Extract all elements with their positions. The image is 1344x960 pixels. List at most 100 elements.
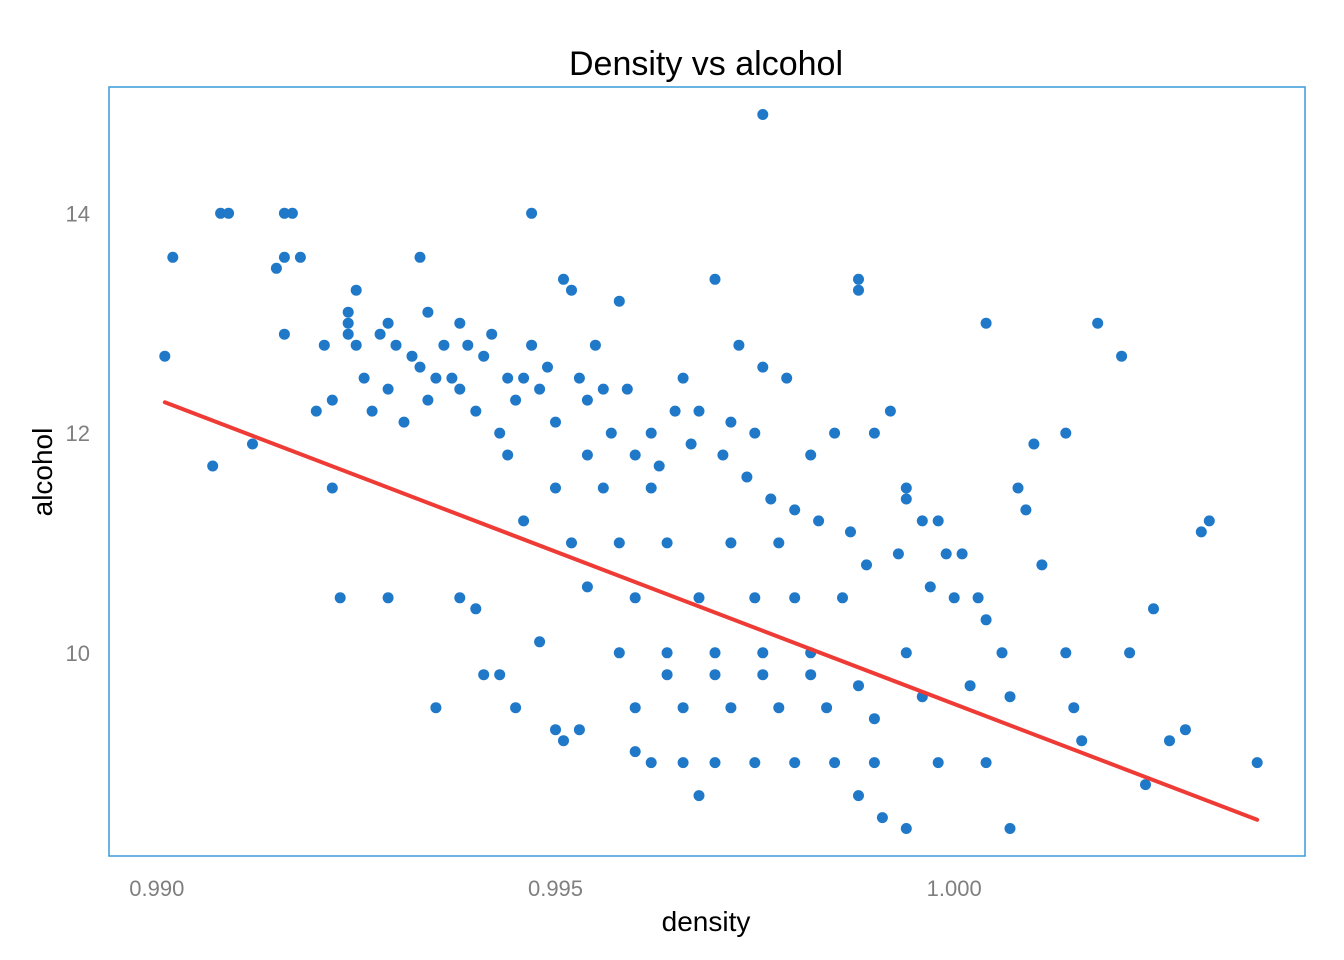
data-point <box>430 372 442 384</box>
data-point <box>494 427 506 439</box>
data-point <box>478 350 490 362</box>
data-point <box>278 207 290 219</box>
data-point <box>773 702 785 714</box>
data-point <box>709 669 721 681</box>
data-point <box>645 757 657 769</box>
data-point <box>398 416 410 428</box>
data-point <box>653 460 665 472</box>
data-point <box>382 592 394 604</box>
data-point <box>1164 735 1175 747</box>
data-point <box>422 394 434 406</box>
data-point <box>677 372 689 384</box>
data-point <box>597 482 609 494</box>
data-point <box>342 306 354 318</box>
data-point <box>940 548 952 560</box>
data-point <box>853 273 864 285</box>
data-point <box>853 680 864 692</box>
data-point <box>454 592 466 604</box>
data-point <box>597 383 609 395</box>
data-point <box>916 515 928 527</box>
data-point <box>613 295 625 307</box>
data-point <box>972 592 984 604</box>
data-point <box>693 592 705 604</box>
data-point <box>1092 317 1104 329</box>
data-point <box>605 427 617 439</box>
plot-frame <box>108 86 1306 857</box>
data-point <box>286 207 298 219</box>
data-point <box>566 284 577 296</box>
data-point <box>310 405 322 417</box>
x-tick-label: 1.000 <box>927 876 982 901</box>
data-point <box>215 207 227 219</box>
data-point <box>1012 482 1024 494</box>
data-point <box>478 669 490 681</box>
y-axis-label: alcohol <box>27 428 58 517</box>
data-point <box>470 603 482 615</box>
data-point <box>884 405 896 417</box>
data-point <box>900 647 912 659</box>
data-point <box>741 471 753 483</box>
data-point <box>374 328 386 340</box>
data-point <box>510 702 522 714</box>
data-point <box>1060 427 1072 439</box>
x-tick-label: 0.995 <box>528 876 583 901</box>
data-point <box>573 372 585 384</box>
data-point <box>900 482 912 494</box>
data-point <box>390 339 402 351</box>
data-point <box>526 339 538 351</box>
data-point <box>932 515 944 527</box>
data-point <box>1116 350 1128 362</box>
x-axis-ticks: 0.990 0.995 1.000 <box>129 876 981 901</box>
data-point <box>366 405 378 417</box>
data-point <box>725 416 737 428</box>
data-point <box>996 647 1008 659</box>
data-point <box>1060 647 1072 659</box>
data-point <box>342 328 354 340</box>
data-point <box>757 109 769 120</box>
data-point <box>629 449 641 461</box>
data-point <box>502 372 514 384</box>
data-point <box>876 812 888 824</box>
data-point <box>1028 438 1040 450</box>
data-point <box>789 757 801 769</box>
data-point <box>581 581 593 593</box>
y-tick-label: 12 <box>66 421 90 446</box>
data-point <box>709 647 721 659</box>
data-point <box>645 482 657 494</box>
data-point <box>534 383 546 395</box>
data-point <box>566 537 577 549</box>
data-point <box>342 317 354 329</box>
data-point <box>1004 691 1016 703</box>
data-point <box>669 405 681 417</box>
data-point <box>845 526 856 538</box>
data-point <box>733 339 745 351</box>
data-point <box>550 482 561 494</box>
data-point <box>853 790 864 802</box>
data-point <box>414 251 426 263</box>
y-tick-label: 10 <box>66 641 90 666</box>
chart-title: Density vs alcohol <box>569 45 843 83</box>
data-point <box>558 273 569 285</box>
data-point <box>278 328 290 340</box>
data-point <box>773 537 785 549</box>
data-point <box>382 383 394 395</box>
data-point <box>542 361 553 373</box>
data-point <box>518 515 530 527</box>
data-point <box>749 757 761 769</box>
data-point <box>1004 823 1016 834</box>
data-point <box>581 449 593 461</box>
data-point <box>661 647 673 659</box>
data-point <box>892 548 904 560</box>
data-point <box>749 592 761 604</box>
y-axis-ticks: 10 12 14 <box>66 201 90 665</box>
data-point <box>900 493 912 505</box>
data-point <box>980 317 992 329</box>
data-point <box>725 537 737 549</box>
data-point <box>510 394 522 406</box>
data-point <box>765 493 777 505</box>
data-point <box>868 427 880 439</box>
data-point <box>278 251 290 263</box>
data-point <box>829 757 841 769</box>
data-point <box>502 449 514 461</box>
